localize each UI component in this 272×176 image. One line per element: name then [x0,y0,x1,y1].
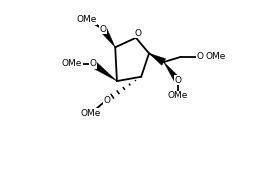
Text: O: O [134,29,141,38]
Text: OMe: OMe [205,52,226,61]
Text: OMe: OMe [76,15,97,24]
Text: OMe: OMe [167,91,188,100]
Text: OMe: OMe [62,59,82,68]
Polygon shape [149,53,166,65]
Text: O: O [197,52,204,61]
Text: O: O [89,59,96,68]
Text: O: O [100,25,107,34]
Polygon shape [100,27,115,47]
Text: O: O [103,96,110,105]
Polygon shape [91,61,117,81]
Text: OMe: OMe [81,109,101,118]
Text: O: O [174,76,181,85]
Polygon shape [164,62,180,82]
